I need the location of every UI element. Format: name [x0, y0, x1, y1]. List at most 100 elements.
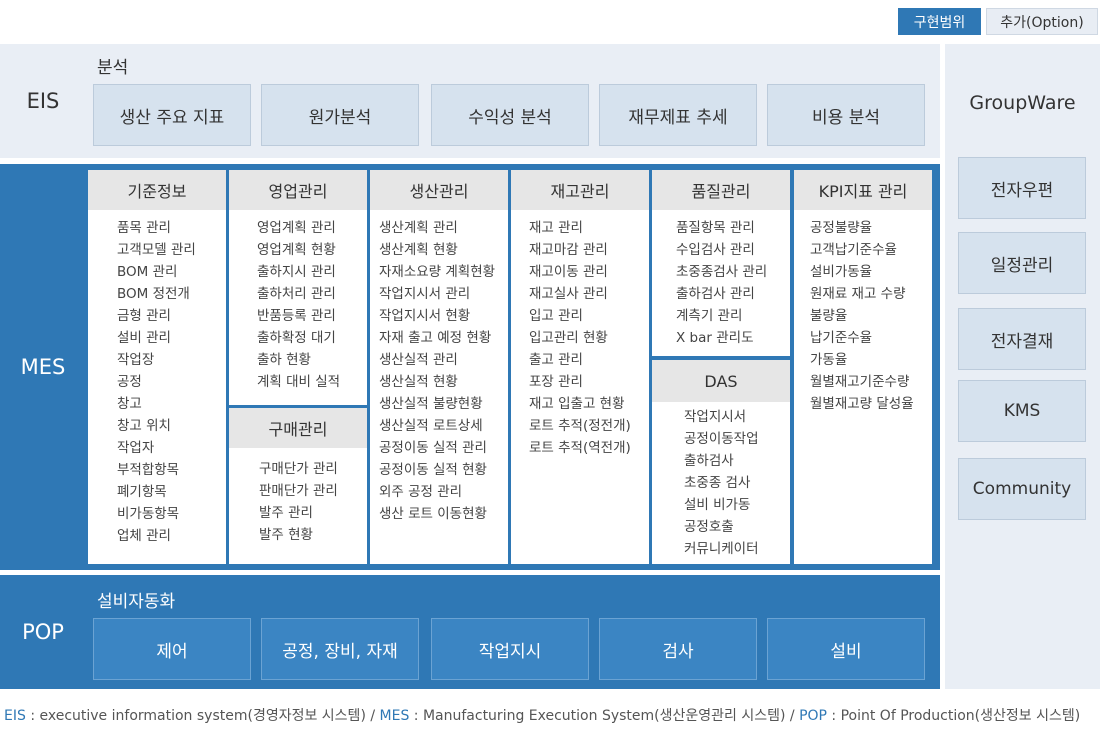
list-item: 비가동항목 [117, 506, 180, 522]
list-item: 월별재고량 달성율 [810, 396, 914, 412]
list-item: 폐기항목 [117, 484, 167, 500]
list-item: 로트 추적(역전개) [529, 440, 631, 456]
legend-option: 추가(Option) [986, 8, 1098, 35]
pop-item: 제어 [93, 618, 251, 680]
list-item: 입고관리 현황 [529, 330, 608, 346]
list-item: 재고 관리 [529, 220, 583, 236]
list-item: 자재 출고 예정 현황 [379, 330, 492, 346]
list-item: 생산실적 관리 [379, 352, 458, 368]
mes-column-sales: 영업관리 영업계획 관리 영업계획 현황 출하지시 관리 출하처리 관리 반품등… [229, 170, 367, 405]
eis-item: 재무제표 추세 [599, 84, 757, 146]
list-item: 구매단가 관리 [259, 461, 338, 477]
list-item: 불량율 [810, 308, 848, 324]
legend-implemented: 구현범위 [898, 8, 981, 35]
list-item: 영업계획 관리 [257, 220, 336, 236]
list-item: 출하검사 관리 [676, 286, 755, 302]
list-item: 설비가동율 [810, 264, 873, 280]
list-item: BOM 관리 [117, 264, 178, 280]
list-item: 계획 대비 실적 [257, 374, 341, 390]
column-title: 품질관리 [652, 170, 790, 210]
groupware-item: 일정관리 [958, 232, 1086, 294]
list-item: 설비 관리 [117, 330, 171, 346]
list-item: BOM 정전개 [117, 286, 190, 302]
list-item: 창고 위치 [117, 418, 171, 434]
list-item: 재고이동 관리 [529, 264, 608, 280]
list-item: 외주 공정 관리 [379, 484, 463, 500]
list-item: 고객납기준수율 [810, 242, 897, 258]
pop-item: 설비 [767, 618, 925, 680]
list-item: 입고 관리 [529, 308, 583, 324]
list-item: 포장 관리 [529, 374, 583, 390]
footer-eis-desc: : executive information system(경영자정보 시스템… [25, 708, 380, 724]
list-item: 로트 추적(정전개) [529, 418, 631, 434]
list-item: 작업자 [117, 440, 155, 456]
mes-column-inventory: 재고관리 재고 관리 재고마감 관리 재고이동 관리 재고실사 관리 입고 관리… [511, 170, 649, 564]
list-item: 고객모델 관리 [117, 242, 196, 258]
footer-pop-key: POP [799, 708, 827, 724]
list-item: 생산계획 관리 [379, 220, 458, 236]
eis-item: 생산 주요 지표 [93, 84, 251, 146]
column-title: KPI지표 관리 [794, 170, 932, 210]
eis-subtitle: 분석 [97, 58, 129, 78]
list-item: 공정이동 실적 관리 [379, 440, 487, 456]
pop-item: 공정, 장비, 자재 [261, 618, 419, 680]
mes-column-das: DAS 작업지시서 공정이동작업 출하검사 초중종 검사 설비 비가동 공정호출… [652, 360, 790, 564]
list-item: 공정호출 [684, 519, 734, 535]
column-list: 작업지시서 공정이동작업 출하검사 초중종 검사 설비 비가동 공정호출 커뮤니… [652, 402, 790, 560]
groupware-item: 전자결재 [958, 308, 1086, 370]
list-item: 초중종검사 관리 [676, 264, 768, 280]
list-item: 발주 현황 [259, 527, 313, 543]
list-item: 작업장 [117, 352, 155, 368]
list-item: 출하검사 [684, 453, 734, 469]
footer-mes-key: MES [379, 708, 410, 724]
column-title: 구매관리 [229, 408, 367, 448]
mes-column-kpi: KPI지표 관리 공정불량율 고객납기준수율 설비가동율 원재료 재고 수량 불… [794, 170, 932, 564]
list-item: 초중종 검사 [684, 475, 751, 491]
footer-legend: EIS : executive information system(경영자정보… [4, 705, 1080, 725]
column-list: 생산계획 관리 생산계획 현황 자재소요량 계획현황 작업지시서 관리 작업지시… [370, 210, 508, 525]
list-item: 반품등록 관리 [257, 308, 336, 324]
list-item: 품질항목 관리 [676, 220, 755, 236]
list-item: 수입검사 관리 [676, 242, 755, 258]
list-item: 출하지시 관리 [257, 264, 336, 280]
footer-pop-desc: : Point Of Production(생산정보 시스템) [826, 708, 1081, 724]
mes-column-production: 생산관리 생산계획 관리 생산계획 현황 자재소요량 계획현황 작업지시서 관리… [370, 170, 508, 564]
list-item: 공정 [117, 374, 142, 390]
list-item: 설비 비가동 [684, 497, 751, 513]
groupware-item: 전자우편 [958, 157, 1086, 219]
list-item: 출하 현황 [257, 352, 311, 368]
list-item: 작업지시서 [684, 409, 747, 425]
eis-label: EIS [26, 89, 60, 113]
column-title: 생산관리 [370, 170, 508, 210]
groupware-item: Community [958, 458, 1086, 520]
list-item: 생산실적 불량현황 [379, 396, 483, 412]
list-item: 출고 관리 [529, 352, 583, 368]
list-item: 금형 관리 [117, 308, 171, 324]
column-list: 영업계획 관리 영업계획 현황 출하지시 관리 출하처리 관리 반품등록 관리 … [229, 210, 367, 393]
column-list: 품목 관리 고객모델 관리 BOM 관리 BOM 정전개 금형 관리 설비 관리… [88, 210, 226, 547]
groupware-title: GroupWare [969, 92, 1076, 114]
list-item: 재고실사 관리 [529, 286, 608, 302]
list-item: 영업계획 현황 [257, 242, 336, 258]
list-item: 업체 관리 [117, 528, 171, 544]
list-item: 생산실적 현황 [379, 374, 458, 390]
mes-column-master-data: 기준정보 품목 관리 고객모델 관리 BOM 관리 BOM 정전개 금형 관리 … [88, 170, 226, 564]
list-item: 공정불량율 [810, 220, 873, 236]
list-item: 자재소요량 계획현황 [379, 264, 496, 280]
column-title: 영업관리 [229, 170, 367, 210]
list-item: 출하확정 대기 [257, 330, 336, 346]
list-item: 공정이동작업 [684, 431, 759, 447]
list-item: 창고 [117, 396, 142, 412]
list-item: 판매단가 관리 [259, 483, 338, 499]
list-item: 생산실적 로트상세 [379, 418, 483, 434]
list-item: 납기준수율 [810, 330, 873, 346]
list-item: 커뮤니케이터 [684, 541, 759, 557]
list-item: 가동율 [810, 352, 848, 368]
list-item: 생산 로트 이동현황 [379, 506, 487, 522]
eis-item: 수익성 분석 [431, 84, 589, 146]
column-list: 품질항목 관리 수입검사 관리 초중종검사 관리 출하검사 관리 계측기 관리 … [652, 210, 790, 349]
column-title: 재고관리 [511, 170, 649, 210]
groupware-item: KMS [958, 380, 1086, 442]
pop-subtitle: 설비자동화 [97, 592, 176, 612]
list-item: 생산계획 현황 [379, 242, 458, 258]
